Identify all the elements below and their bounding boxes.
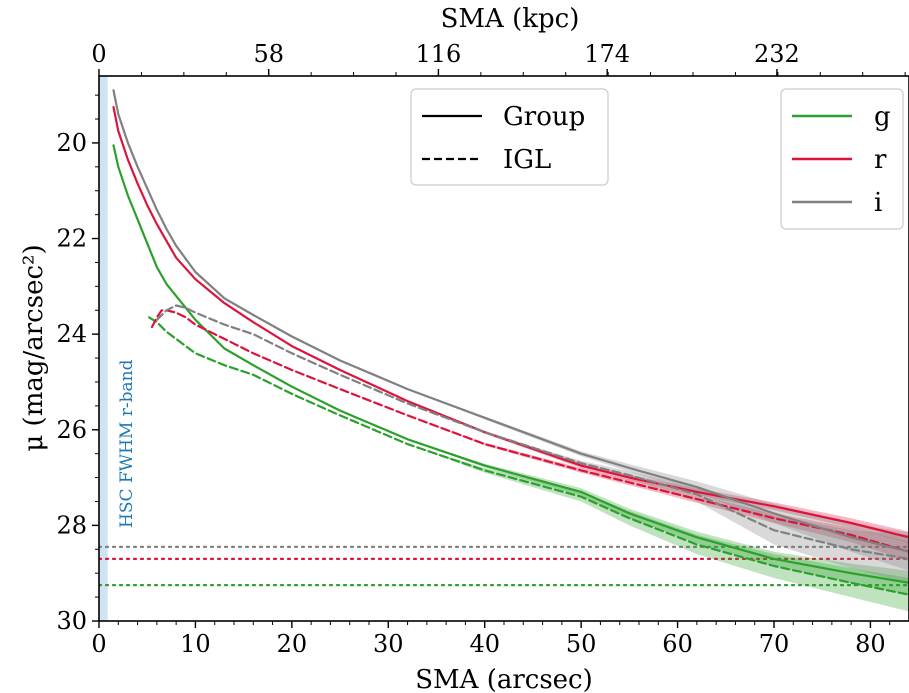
- legend-linestyle-box: [410, 88, 609, 186]
- y-tick-label: 22: [56, 225, 87, 253]
- y-axis-title: μ (mag/arcsec²): [19, 244, 49, 451]
- top-tick-label: 174: [584, 40, 630, 68]
- x-tick-label: 20: [277, 630, 308, 658]
- x-tick-label: 10: [180, 630, 211, 658]
- legend-group-label: Group: [503, 102, 585, 132]
- uncertainty-bands: [113, 90, 909, 612]
- x-tick-label: 60: [662, 630, 693, 658]
- y-tick-label: 20: [56, 129, 87, 157]
- top-tick-label: 116: [416, 40, 462, 68]
- legend-linestyle: Group IGL: [410, 88, 609, 186]
- y-tick-label: 30: [56, 607, 87, 635]
- legend-g-label: g: [874, 102, 891, 132]
- fwhm-band-layer: [99, 76, 108, 621]
- top-tick-label: 0: [91, 40, 106, 68]
- x-tick-label: 30: [373, 630, 404, 658]
- x-axis-title: SMA (arcsec): [415, 665, 593, 693]
- series-i-igl-band: [156, 305, 909, 583]
- legend-igl-label: IGL: [503, 145, 551, 175]
- legend-bands: g r i: [780, 88, 904, 230]
- series-r-igl-band: [152, 310, 909, 562]
- top-tick-label: 232: [754, 40, 800, 68]
- x-tick-label: 70: [759, 630, 790, 658]
- series-i-group-line: [112, 89, 909, 553]
- x-tick-label: 40: [469, 630, 500, 658]
- y-tick-label: 28: [56, 511, 87, 539]
- top-axis-title: SMA (kpc): [441, 4, 580, 34]
- y-tick-label: 24: [56, 320, 87, 348]
- series-i-group-band: [113, 90, 909, 571]
- series-g-igl-band: [149, 317, 909, 612]
- x-tick-label: 0: [91, 630, 106, 658]
- fwhm-band: [99, 76, 108, 621]
- series-g-igl-line: [148, 316, 909, 596]
- fwhm-annotation: HSC FWHM r-band: [117, 359, 137, 528]
- legend-i-label: i: [874, 188, 882, 218]
- legend-r-label: r: [874, 145, 887, 175]
- y-tick-label: 26: [56, 416, 87, 444]
- series-g-group-line: [112, 144, 909, 584]
- profile-lines: [112, 89, 909, 596]
- top-tick-label: 58: [253, 40, 284, 68]
- plot-frame: [98, 75, 909, 622]
- series-i-igl-line: [155, 304, 909, 561]
- x-tick-label: 80: [855, 630, 886, 658]
- x-tick-label: 50: [566, 630, 597, 658]
